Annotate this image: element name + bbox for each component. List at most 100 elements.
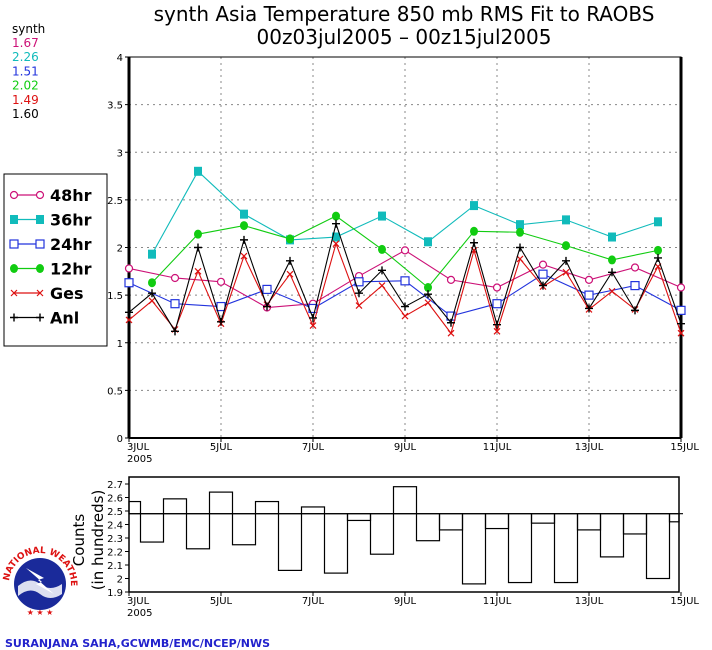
legend-label: 36hr: [50, 211, 92, 230]
count-y-tick-label: 2.3: [107, 534, 123, 545]
point-24hr-marker: [400, 276, 410, 286]
point-ges-marker: [447, 329, 455, 337]
stat-value: 1.49: [12, 93, 39, 107]
legend-item-36hr: 36hr: [10, 211, 92, 230]
point-ges-marker: [125, 316, 133, 324]
point-24hr-marker: [216, 301, 226, 312]
point-ges-marker: [562, 268, 570, 276]
count-ylabel-line2: (in hundreds): [89, 490, 107, 591]
author-credit: SURANJANA SAHA,GCWMB/EMC/NCEP/NWS: [5, 637, 270, 650]
legend-marker: [36, 215, 44, 224]
point-48hr-marker: [216, 277, 226, 286]
legend-marker: [10, 215, 18, 224]
stat-value: 1.60: [12, 107, 39, 121]
count-y-tick-label: 2.2: [107, 548, 123, 559]
point-36hr-marker: [562, 215, 570, 225]
point-anl-marker: [194, 243, 202, 252]
point-anl-marker: [148, 289, 156, 298]
point-anl-marker: [240, 235, 248, 244]
point-12hr-marker: [148, 278, 156, 288]
chart-title: synth Asia Temperature 850 mb RMS Fit to…: [154, 2, 655, 26]
point-ges-marker: [240, 252, 248, 260]
point-12hr-marker: [470, 226, 478, 236]
point-36hr-marker: [654, 217, 662, 227]
y-tick-label: 3.5: [107, 101, 123, 112]
point-36hr-marker: [378, 211, 386, 221]
legend-label: 12hr: [50, 260, 92, 279]
x-tick-label: 9JUL: [394, 442, 417, 453]
point-24hr-marker: [538, 269, 548, 279]
point-12hr-marker: [378, 244, 386, 254]
y-tick-label: 1.5: [107, 291, 123, 302]
y-tick-label: 1: [117, 339, 123, 350]
point-24hr-marker: [170, 299, 180, 309]
point-48hr-marker: [170, 273, 180, 283]
point-12hr-marker: [424, 283, 432, 293]
count-y-tick-label: 1.9: [107, 588, 123, 599]
point-ges-marker: [401, 312, 409, 320]
point-anl-marker: [378, 266, 386, 275]
stat-value: 2.02: [12, 79, 39, 93]
logo-stars-icon: ★ ★ ★: [27, 608, 54, 617]
y-tick-label: 3: [117, 148, 123, 159]
point-ges-marker: [355, 302, 363, 310]
chart-subtitle: 00z03jul2005 – 00z15jul2005: [257, 25, 552, 49]
y-tick-label: 2.5: [107, 196, 123, 207]
count-y-tick-label: 2.4: [107, 521, 123, 532]
series-line-12hr: [151, 215, 659, 289]
count-x-tick-label: 3JUL: [127, 596, 150, 607]
count-x-tick-label: 11JUL: [483, 596, 512, 607]
point-anl-marker: [539, 281, 547, 290]
point-anl-marker: [516, 243, 524, 252]
y-tick-label: 0.5: [107, 386, 123, 397]
point-anl-marker: [332, 219, 340, 228]
point-48hr-marker: [400, 246, 410, 255]
legend-marker: [35, 239, 45, 249]
stats-block: synth 1.672.261.512.021.491.60: [12, 22, 45, 121]
count-x-tick-label: 13JUL: [575, 596, 604, 607]
point-12hr-marker: [608, 255, 616, 265]
legend-label: 24hr: [50, 235, 92, 254]
series-anl: [125, 219, 685, 336]
point-anl-marker: [493, 320, 501, 329]
logo-cloud-icon: [18, 580, 62, 598]
point-anl-marker: [125, 308, 133, 317]
point-anl-marker: [585, 304, 593, 313]
count-x-tick-label: 7JUL: [302, 596, 325, 607]
legend-marker: [10, 289, 18, 297]
legend-item-48hr: 48hr: [9, 186, 92, 205]
y-tick-label: 4: [117, 53, 123, 64]
series-line-ges: [128, 241, 682, 335]
point-12hr-marker: [332, 211, 340, 221]
point-36hr-marker: [332, 232, 340, 242]
point-24hr-marker: [124, 278, 134, 288]
count-x-tick-label: 9JUL: [394, 596, 417, 607]
lightning-bolt-icon: [26, 568, 54, 594]
point-ges-marker: [148, 297, 156, 305]
point-24hr-marker: [676, 305, 686, 315]
legend-marker: [10, 264, 18, 273]
point-anl-marker: [355, 289, 363, 298]
legend-marker: [9, 190, 19, 200]
stat-value: 1.51: [12, 64, 39, 78]
stat-value: 1.67: [12, 36, 39, 50]
point-ges-marker: [516, 255, 524, 263]
point-ges-marker: [332, 240, 340, 248]
x-tick-label: 15JUL: [670, 442, 699, 453]
point-anl-marker: [263, 302, 271, 311]
series-36hr: [148, 166, 662, 259]
legend-marker: [9, 239, 19, 249]
x-tick-year: 2005: [127, 454, 152, 465]
count-x-tick-label: 5JUL: [210, 596, 233, 607]
point-24hr-marker: [584, 290, 594, 300]
point-48hr-marker: [676, 283, 686, 292]
point-36hr-marker: [424, 237, 432, 247]
point-ges-marker: [677, 329, 685, 337]
stat-value: 2.26: [12, 50, 39, 64]
legend-marker: [36, 264, 44, 273]
point-anl-marker: [654, 253, 662, 262]
count-y-tick-label: 2.6: [107, 494, 123, 505]
legend-marker: [10, 313, 18, 322]
count-frame: [128, 476, 680, 593]
